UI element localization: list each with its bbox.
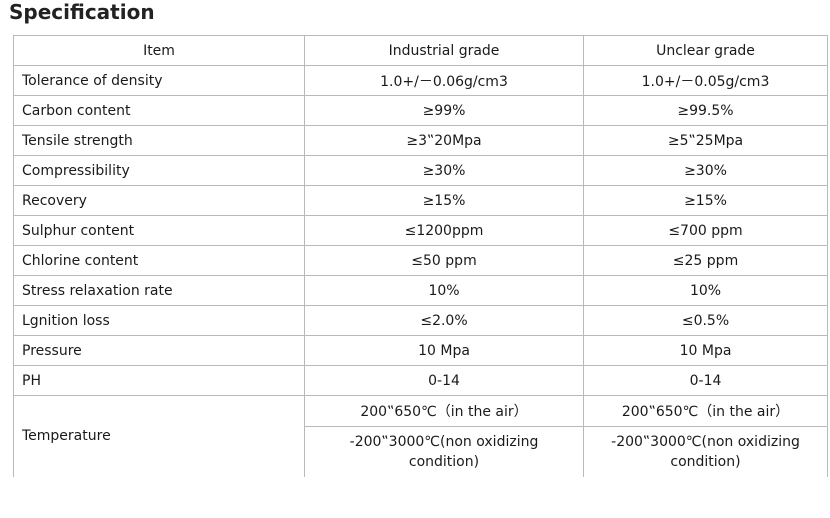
header-unclear-grade: Unclear grade (583, 35, 828, 66)
table-row: Tensile strength ≥3‟20Mpa ≥5‟25Mpa (13, 125, 828, 156)
unclear-value: ≥15% (583, 185, 828, 216)
industrial-value: 10% (304, 275, 584, 306)
industrial-temperature-non-oxidizing: -200‟3000℃(non oxidizing condition) (304, 426, 584, 477)
industrial-value: ≥30% (304, 155, 584, 186)
unclear-value: ≥99.5% (583, 95, 828, 126)
industrial-value: ≤2.0% (304, 305, 584, 336)
table-row: Carbon content ≥99% ≥99.5% (13, 95, 828, 126)
table-header-row: Item Industrial grade Unclear grade (13, 35, 828, 66)
industrial-value: ≥99% (304, 95, 584, 126)
unclear-value: 10% (583, 275, 828, 306)
unclear-value: 10 Mpa (583, 335, 828, 366)
row-label: Stress relaxation rate (13, 275, 305, 306)
industrial-value: 0-14 (304, 365, 584, 396)
table-row: Pressure 10 Mpa 10 Mpa (13, 335, 828, 366)
table-row: Compressibility ≥30% ≥30% (13, 155, 828, 186)
unclear-temperature-non-oxidizing: -200‟3000℃(non oxidizing condition) (583, 426, 828, 477)
row-label: Recovery (13, 185, 305, 216)
table-row: Lgnition loss ≤2.0% ≤0.5% (13, 305, 828, 336)
unclear-value: ≥5‟25Mpa (583, 125, 828, 156)
row-label: Chlorine content (13, 245, 305, 276)
unclear-value: ≥30% (583, 155, 828, 186)
temperature-label: Temperature (13, 395, 305, 477)
row-label: Tolerance of density (13, 65, 305, 96)
table-row: Tolerance of density 1.0+/－0.06g/cm3 1.0… (13, 65, 828, 96)
table-row: Sulphur content ≤1200ppm ≤700 ppm (13, 215, 828, 246)
page-title: Specification (9, 0, 155, 24)
temperature-row-non-oxidizing: -200‟3000℃(non oxidizing condition) -200… (14, 426, 828, 477)
table-row: Recovery ≥15% ≥15% (13, 185, 828, 216)
row-label: Pressure (13, 335, 305, 366)
row-label: PH (13, 365, 305, 396)
industrial-value: ≥3‟20Mpa (304, 125, 584, 156)
row-label: Sulphur content (13, 215, 305, 246)
unclear-value: ≤700 ppm (583, 215, 828, 246)
industrial-value: ≤1200ppm (304, 215, 584, 246)
table-row: Chlorine content ≤50 ppm ≤25 ppm (13, 245, 828, 276)
unclear-temperature-air: 200‟650℃（in the air） (583, 395, 828, 427)
unclear-value: 0-14 (583, 365, 828, 396)
header-item: Item (13, 35, 305, 66)
industrial-value: 1.0+/－0.06g/cm3 (304, 65, 584, 96)
industrial-temperature-air: 200‟650℃（in the air） (304, 395, 584, 427)
specification-table: Item Industrial grade Unclear grade Tole… (13, 35, 828, 477)
industrial-value: 10 Mpa (304, 335, 584, 366)
industrial-value: ≤50 ppm (304, 245, 584, 276)
unclear-value: ≤25 ppm (583, 245, 828, 276)
unclear-value: ≤0.5% (583, 305, 828, 336)
temperature-row-air: Temperature 200‟650℃（in the air） 200‟650… (13, 395, 828, 477)
industrial-value: ≥15% (304, 185, 584, 216)
table-row: Stress relaxation rate 10% 10% (13, 275, 828, 306)
table-row: PH 0-14 0-14 (13, 365, 828, 396)
row-label: Lgnition loss (13, 305, 305, 336)
row-label: Tensile strength (13, 125, 305, 156)
row-label: Compressibility (13, 155, 305, 186)
header-industrial-grade: Industrial grade (304, 35, 584, 66)
row-label: Carbon content (13, 95, 305, 126)
unclear-value: 1.0+/－0.05g/cm3 (583, 65, 828, 96)
